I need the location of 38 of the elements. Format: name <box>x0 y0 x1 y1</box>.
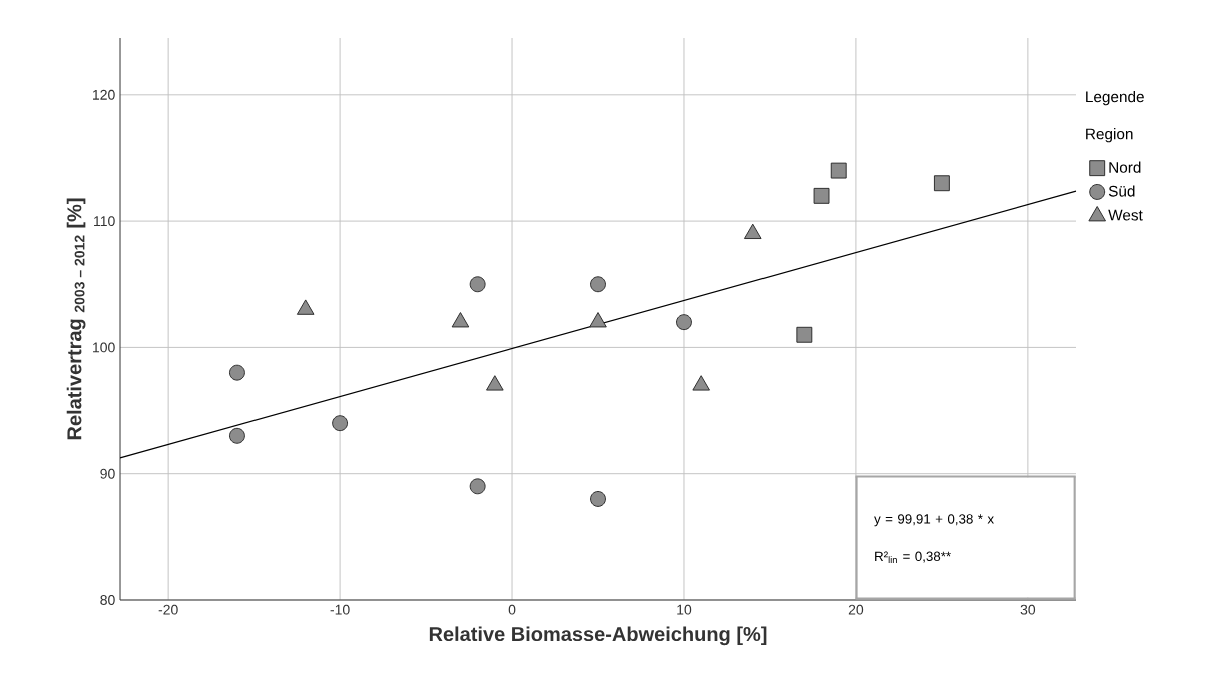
point <box>332 415 349 432</box>
point <box>813 187 830 204</box>
x-tick-label: 30 <box>1020 604 1036 615</box>
x-tick-label: 0 <box>508 604 516 615</box>
legend-title: Region <box>1086 128 1133 143</box>
point <box>296 299 315 315</box>
point <box>796 326 813 343</box>
x-tick-label: -20 <box>158 604 178 615</box>
y-tick-label: 110 <box>94 216 115 227</box>
point <box>590 491 606 507</box>
text: Legende <box>1086 90 1144 106</box>
point <box>933 175 950 192</box>
point <box>830 162 847 179</box>
legend-label: Süd <box>1108 185 1135 197</box>
legend-label: Nord <box>1109 161 1141 173</box>
y-tick-label: 90 <box>100 468 115 479</box>
point <box>228 427 245 444</box>
y-tick-label: 80 <box>100 595 115 605</box>
point <box>692 375 710 391</box>
x-tick-label: 20 <box>848 604 864 615</box>
x-tick-label: -10 <box>330 604 350 615</box>
point <box>743 223 762 240</box>
point <box>486 375 504 391</box>
point <box>676 314 692 331</box>
point <box>228 364 245 381</box>
y-axis-title: Relativertrag $_{2003 – 2012}$ [%] <box>66 198 86 440</box>
point <box>469 276 486 293</box>
y-tick-label: 120 <box>93 89 115 100</box>
annotation: R²$_{lin}$ = 0,38** <box>875 551 951 564</box>
point <box>469 478 486 495</box>
point <box>451 312 470 328</box>
point <box>590 276 606 293</box>
y-tick-label: 100 <box>93 342 115 353</box>
legend-label: West <box>1108 209 1143 221</box>
annotation: y = 99,91 + 0,38 * x <box>874 514 994 527</box>
x-axis-title: Relative Biomasse-Abweichung [%] <box>429 626 767 646</box>
point <box>589 312 607 328</box>
x-tick-label: 10 <box>677 604 692 615</box>
